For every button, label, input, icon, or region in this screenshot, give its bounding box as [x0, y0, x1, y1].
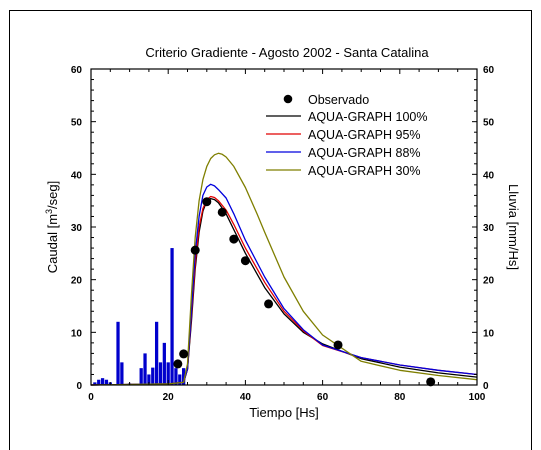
rain-bar-5	[116, 321, 120, 385]
rain-bar-9	[143, 353, 147, 385]
y2-tick-label-0: 0	[483, 381, 489, 392]
y2-tick-label-50: 50	[483, 118, 495, 129]
y-tick-label-10: 10	[71, 328, 83, 339]
rain-bar-14	[162, 342, 166, 385]
y-tick-labels: 0 10 20 30 40 50 60	[71, 65, 83, 392]
observed-point-4	[217, 207, 227, 217]
rain-bar-2	[100, 378, 105, 385]
legend-label-88: AQUA-GRAPH 88%	[308, 146, 421, 160]
x-axis-title: Tiempo [Hs]	[249, 405, 319, 420]
x-tick-label-40: 40	[240, 392, 252, 403]
y2-tick-label-30: 30	[483, 223, 495, 234]
observed-point-6	[240, 256, 250, 266]
series-line-s95	[90, 195, 478, 386]
legend-label-30: AQUA-GRAPH 30%	[308, 164, 421, 178]
x-tick-label-20: 20	[163, 392, 175, 403]
observed-point-2	[190, 245, 200, 255]
rain-bar-11	[151, 367, 155, 385]
legend-marker-observado	[283, 94, 293, 104]
rain-bar-19	[182, 368, 186, 385]
y-tick-label-40: 40	[71, 170, 83, 181]
axis-ticks	[90, 68, 478, 386]
observed-point-3	[202, 197, 212, 207]
observed-point-8	[333, 340, 343, 350]
y-tick-label-30: 30	[71, 223, 83, 234]
legend-label-observado: Observado	[308, 93, 369, 107]
y-axis-title-tail: /seg]	[45, 181, 60, 209]
series-line-s30	[90, 152, 478, 386]
observed-point-5	[229, 234, 239, 244]
x-tick-label-60: 60	[317, 392, 329, 403]
legend-label-95: AQUA-GRAPH 95%	[308, 128, 421, 142]
legend: Observado AQUA-GRAPH 100% AQUA-GRAPH 95%…	[262, 89, 466, 179]
y-axis-title-sup: 3	[44, 209, 54, 214]
chart-frame	[9, 10, 532, 450]
rain-bar-10	[147, 374, 151, 385]
observed-point-7	[264, 299, 274, 309]
x-tick-labels: 0 20 40 60 80 100	[88, 392, 486, 403]
y2-tick-label-60: 60	[483, 65, 495, 76]
series-line-s100	[90, 197, 478, 386]
rain-bar-12	[154, 321, 159, 385]
series-lines	[90, 152, 478, 386]
x-tick-label-0: 0	[88, 392, 94, 403]
y2-tick-label-20: 20	[483, 276, 495, 287]
x-tick-label-100: 100	[469, 392, 486, 403]
x-tick-label-80: 80	[394, 392, 406, 403]
observed-point-9	[426, 377, 436, 387]
y2-tick-label-10: 10	[483, 328, 495, 339]
observed-point-1	[179, 349, 189, 359]
rain-bar-0	[93, 382, 97, 385]
y-tick-label-60: 60	[71, 65, 83, 76]
rain-bar-6	[120, 362, 124, 385]
rain-bar-3	[104, 379, 109, 385]
chart-title: Criterio Gradiente - Agosto 2002 - Santa…	[145, 45, 429, 60]
y-axis-title-right: Lluvia [mm/Hs]	[506, 184, 521, 270]
rain-bars	[93, 248, 186, 385]
y2-tick-labels: 0 10 20 30 40 50 60	[483, 65, 495, 392]
series-line-s88	[90, 183, 478, 386]
observed-points	[173, 197, 436, 387]
rain-bar-18	[178, 374, 182, 385]
rain-bar-13	[158, 362, 163, 385]
legend-label-100: AQUA-GRAPH 100%	[308, 110, 427, 124]
observed-point-0	[173, 359, 183, 369]
y2-tick-label-40: 40	[483, 170, 495, 181]
rain-bar-1	[97, 379, 101, 385]
rain-bar-16	[170, 248, 174, 385]
y-axis-title-left: Caudal [m3/seg]	[44, 181, 60, 273]
y-tick-label-0: 0	[76, 381, 82, 392]
y-axis-title-base: Caudal [m	[45, 214, 60, 273]
y-tick-label-50: 50	[71, 118, 83, 129]
rain-bar-8	[139, 368, 143, 385]
rain-bar-15	[166, 362, 170, 385]
rain-bar-17	[174, 368, 178, 385]
y-tick-label-20: 20	[71, 276, 83, 287]
